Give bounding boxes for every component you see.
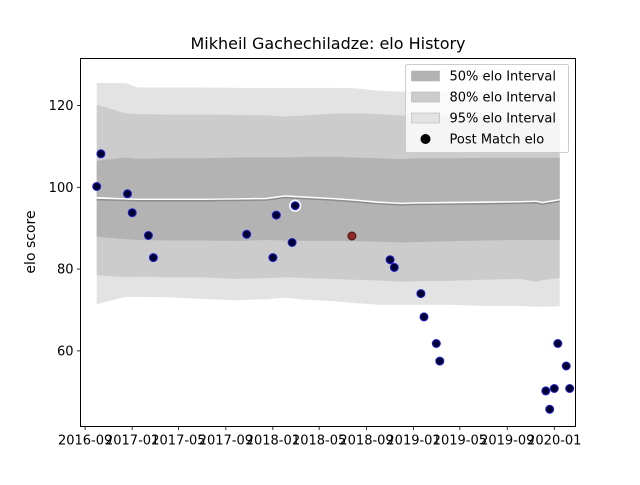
post-match-point [389, 262, 399, 272]
post-match-point [431, 339, 441, 348]
x-axis: 2016-092017-012017-052017-092018-012018-… [58, 426, 581, 449]
y-axis: 60 80 100 120 [49, 99, 81, 359]
post-match-point [287, 238, 297, 247]
post-match-point [96, 149, 106, 159]
x-tick-label: 2017-05 [151, 434, 205, 449]
post-match-point [127, 208, 137, 218]
post-match-point [290, 201, 300, 211]
x-tick-label: 2016-09 [58, 434, 112, 449]
legend-label: 95% elo Interval [450, 112, 557, 127]
post-match-point [385, 255, 395, 265]
mean-line [96, 196, 560, 206]
legend-marker [420, 134, 431, 144]
legend-label: Post Match elo [450, 133, 545, 148]
plot-frame [80, 58, 576, 427]
post-match-point [347, 231, 357, 241]
legend-swatch [411, 91, 440, 103]
post-match-point [419, 312, 429, 322]
post-match-point [271, 210, 281, 220]
x-tick-label: 2019-01 [386, 434, 440, 449]
post-match-points [92, 149, 575, 414]
post-match-point [268, 253, 278, 263]
post-match-point [143, 231, 153, 240]
x-tick-label: 2019-05 [433, 434, 487, 449]
y-tick-label: 100 [49, 181, 74, 196]
x-tick-label: 2018-05 [292, 434, 346, 449]
x-tick-label: 2018-01 [246, 434, 300, 449]
chart-legend: 50% elo Interval 80% elo Interval 95% elo … [405, 64, 569, 153]
legend-swatch [411, 112, 440, 124]
x-tick-label: 2017-09 [199, 434, 253, 449]
post-match-point [123, 189, 132, 199]
post-match-point [545, 404, 555, 414]
post-match-point [565, 384, 575, 393]
y-tick-label: 60 [57, 344, 74, 359]
legend-label: 50% elo Interval [450, 70, 557, 85]
x-tick-label: 2020-01 [527, 434, 581, 449]
post-match-point [416, 289, 426, 299]
mean-line-highlight [96, 195, 560, 205]
x-tick-label: 2018-09 [339, 434, 393, 449]
legend-box [405, 64, 569, 153]
y-tick-label: 80 [57, 263, 74, 278]
legend-swatch [411, 70, 440, 82]
post-match-point [148, 253, 158, 263]
post-match-point [541, 386, 551, 396]
post-match-point [549, 384, 559, 393]
y-tick-label: 120 [49, 99, 74, 114]
chart-title: Mikheil Gachechiladze: elo History [190, 34, 465, 53]
post-match-point [553, 339, 563, 348]
x-tick-label: 2017-01 [105, 434, 159, 449]
post-match-point [561, 361, 571, 371]
post-match-point [92, 182, 102, 191]
y-axis-label: elo score [23, 210, 39, 273]
post-match-point [435, 356, 445, 366]
legend-label: 80% elo Interval [450, 91, 557, 106]
x-tick-label: 2019-09 [480, 434, 534, 449]
mean-line-group [96, 195, 560, 206]
post-match-point [242, 229, 252, 239]
